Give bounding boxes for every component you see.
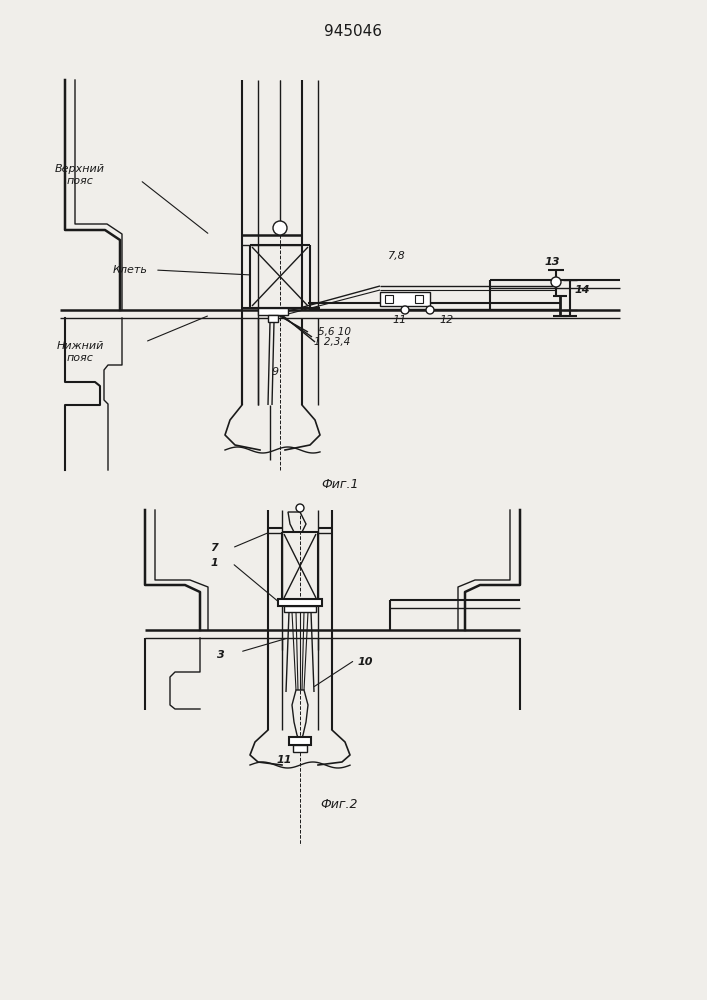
Circle shape [551, 277, 561, 287]
Text: Верхний
пояс: Верхний пояс [55, 164, 105, 186]
Text: 7,8: 7,8 [388, 251, 406, 261]
Text: 13: 13 [545, 257, 561, 267]
Text: 12: 12 [440, 315, 454, 325]
Circle shape [273, 221, 287, 235]
Bar [268, 315, 278, 322]
Bar [293, 745, 307, 752]
Bar [258, 308, 288, 315]
Text: 11: 11 [276, 755, 292, 765]
Text: Нижний
пояс: Нижний пояс [57, 341, 104, 363]
Text: 7: 7 [210, 543, 218, 553]
Circle shape [426, 306, 434, 314]
Text: 1 2,3,4: 1 2,3,4 [314, 337, 350, 347]
Text: 11: 11 [393, 315, 407, 325]
Text: Фиг.1: Фиг.1 [321, 479, 358, 491]
Text: 1: 1 [210, 558, 218, 568]
Text: 9: 9 [271, 367, 279, 377]
Bar [289, 737, 311, 745]
Bar [385, 295, 393, 303]
Bar [284, 606, 316, 612]
Bar [278, 599, 322, 606]
Text: 14: 14 [575, 285, 590, 295]
Text: 3: 3 [217, 650, 225, 660]
Circle shape [401, 306, 409, 314]
Text: 10: 10 [358, 657, 373, 667]
Bar [380, 292, 430, 306]
Text: Клеть: Клеть [112, 265, 148, 275]
Circle shape [296, 504, 304, 512]
Text: 945046: 945046 [324, 24, 382, 39]
Text: Фиг.2: Фиг.2 [320, 798, 358, 812]
Bar [415, 295, 423, 303]
Text: 5,6 10: 5,6 10 [318, 327, 351, 337]
